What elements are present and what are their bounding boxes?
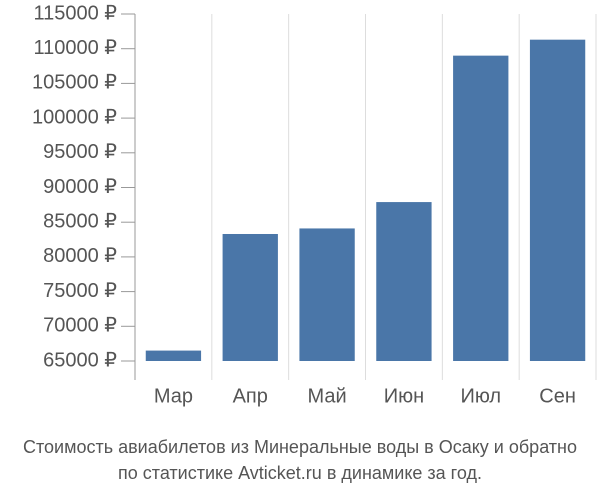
x-tick-label: Май — [307, 385, 346, 407]
y-tick-label: 100000 ₽ — [32, 106, 117, 128]
y-tick-label: 95000 ₽ — [43, 141, 117, 163]
bar — [222, 233, 278, 361]
x-tick-label: Апр — [233, 385, 268, 407]
chart-title: по статистике Avticket.ru в динамике за … — [118, 463, 482, 483]
y-tick-label: 105000 ₽ — [32, 72, 117, 94]
chart-title: Стоимость авиабилетов из Минеральные вод… — [23, 437, 577, 457]
x-tick-label: Сен — [539, 385, 576, 407]
y-tick-label: 90000 ₽ — [43, 176, 117, 198]
y-tick-label: 80000 ₽ — [43, 245, 117, 267]
y-tick-label: 65000 ₽ — [43, 349, 117, 371]
y-tick-label: 70000 ₽ — [43, 315, 117, 337]
bar — [376, 202, 432, 361]
x-tick-label: Июл — [460, 385, 501, 407]
bar — [145, 350, 202, 361]
y-tick-label: 115000 ₽ — [33, 2, 117, 24]
bar — [453, 55, 509, 361]
bar — [299, 228, 355, 361]
y-tick-label: 110000 ₽ — [33, 37, 117, 59]
bar — [529, 39, 586, 361]
y-tick-label: 75000 ₽ — [43, 280, 117, 302]
x-tick-label: Мар — [154, 385, 193, 407]
y-tick-label: 85000 ₽ — [43, 210, 117, 232]
x-tick-label: Июн — [384, 385, 424, 407]
